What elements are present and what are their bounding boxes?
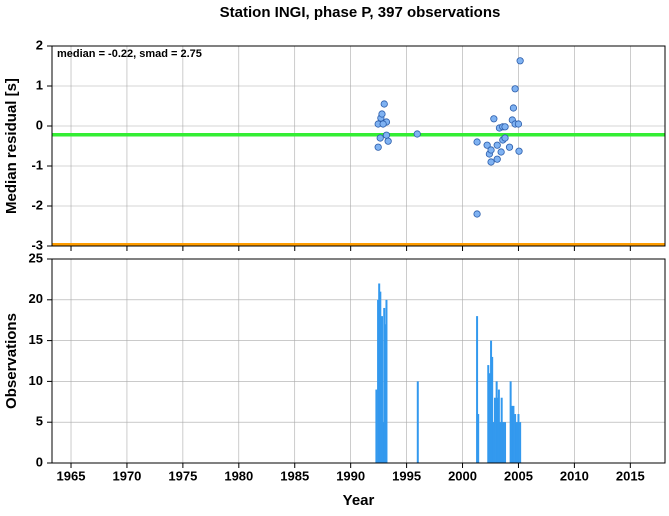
point — [487, 146, 495, 154]
y-tick-label: 0 — [36, 454, 43, 469]
bar — [500, 397, 503, 463]
point — [501, 134, 509, 142]
bar — [492, 422, 495, 463]
y-tick-label: 10 — [29, 373, 43, 388]
y-axis-label: Median residual [s] — [3, 78, 20, 214]
point — [376, 134, 384, 142]
bar — [491, 356, 494, 463]
bar — [379, 291, 382, 463]
x-tick-label: 2000 — [448, 468, 477, 483]
plot-background — [52, 46, 665, 246]
x-tick-label: 1970 — [112, 468, 141, 483]
y-tick-label: 25 — [29, 250, 43, 265]
bar — [514, 414, 517, 463]
y-tick-label: 20 — [29, 291, 43, 306]
plot-background — [52, 259, 665, 463]
bar — [517, 414, 520, 463]
x-tick-label: 1965 — [57, 468, 86, 483]
x-tick-label: 1995 — [392, 468, 421, 483]
point — [497, 148, 505, 156]
x-tick-label: 1990 — [336, 468, 365, 483]
y-tick-label: -3 — [31, 237, 43, 252]
bar — [512, 405, 515, 463]
point — [379, 120, 387, 128]
bar — [487, 365, 490, 463]
annotation: median = -0.22, smad = 2.75 — [57, 48, 202, 60]
x-tick-label: 1985 — [280, 468, 309, 483]
point — [490, 115, 498, 123]
bar — [509, 381, 512, 463]
bar — [416, 381, 419, 463]
point — [505, 143, 514, 151]
bar — [495, 381, 498, 463]
point — [380, 100, 388, 108]
point — [483, 141, 491, 149]
y-tick-label: 0 — [36, 117, 43, 132]
bar — [499, 422, 502, 463]
y-tick-label: 2 — [36, 37, 43, 52]
y-tick-label: 15 — [29, 332, 43, 347]
bar — [378, 283, 381, 463]
x-tick-label: 2015 — [616, 468, 645, 483]
bar — [382, 422, 385, 463]
bar — [490, 340, 493, 463]
y-axis-label: Observations — [3, 313, 20, 409]
plot-frame — [51, 258, 666, 464]
bar — [384, 324, 387, 463]
point — [473, 138, 481, 146]
bar — [488, 373, 491, 463]
bar — [380, 316, 383, 463]
x-tick-label: 2010 — [560, 468, 589, 483]
point — [493, 155, 501, 163]
point — [516, 57, 524, 65]
point — [501, 123, 509, 131]
bar — [383, 307, 386, 463]
y-tick-label: -2 — [31, 197, 43, 212]
bar — [510, 405, 513, 463]
point — [382, 131, 391, 139]
x-tick-label: 2005 — [504, 468, 533, 483]
y-tick-label: 5 — [36, 414, 43, 429]
y-tick-label: 1 — [36, 77, 43, 92]
bar — [502, 422, 505, 463]
x-axis-label: Year — [343, 492, 375, 509]
bar — [504, 422, 507, 463]
x-tick-label: 1980 — [224, 468, 253, 483]
bar — [496, 397, 499, 463]
point — [493, 141, 501, 149]
y-tick-label: -1 — [31, 157, 43, 172]
point — [374, 143, 382, 151]
chart-title: Station INGI, phase P, 397 observations — [220, 4, 501, 21]
bar — [477, 414, 480, 463]
bar — [519, 422, 522, 463]
point — [509, 104, 518, 112]
plot-frame — [51, 45, 666, 247]
point — [384, 137, 392, 145]
point — [487, 158, 495, 166]
point — [378, 110, 386, 118]
bar — [375, 389, 378, 463]
bar — [385, 299, 388, 463]
bar — [497, 389, 500, 463]
point — [473, 210, 481, 218]
point — [511, 85, 519, 93]
bar — [493, 397, 496, 463]
point — [514, 120, 523, 128]
bar — [515, 422, 518, 463]
point — [515, 147, 523, 155]
bar — [377, 299, 380, 463]
bar — [476, 316, 479, 463]
point — [413, 130, 421, 138]
x-tick-label: 1975 — [168, 468, 197, 483]
